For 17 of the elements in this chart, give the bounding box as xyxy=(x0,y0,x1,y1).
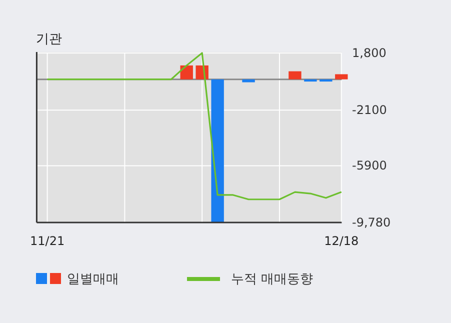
legend-label: 일별매매 xyxy=(67,272,119,287)
y-tick-label: -2100 xyxy=(352,103,387,118)
x-tick-label: 11/21 xyxy=(30,234,65,248)
bar xyxy=(335,74,348,80)
y-tick-label: -5900 xyxy=(352,158,387,173)
y-tick-label: 1,800 xyxy=(352,46,386,60)
bar xyxy=(304,79,317,82)
y-tick-label: -9,780 xyxy=(352,216,391,230)
chart-title: 기관 xyxy=(36,32,62,47)
line-series xyxy=(46,52,342,200)
x-tick-label: 12/18 xyxy=(324,234,359,248)
bar xyxy=(242,79,255,82)
bar xyxy=(180,65,193,80)
bar xyxy=(320,79,332,82)
legend-label: 누적 매매동향 xyxy=(231,272,314,287)
bar xyxy=(288,71,302,80)
bar xyxy=(211,79,224,222)
